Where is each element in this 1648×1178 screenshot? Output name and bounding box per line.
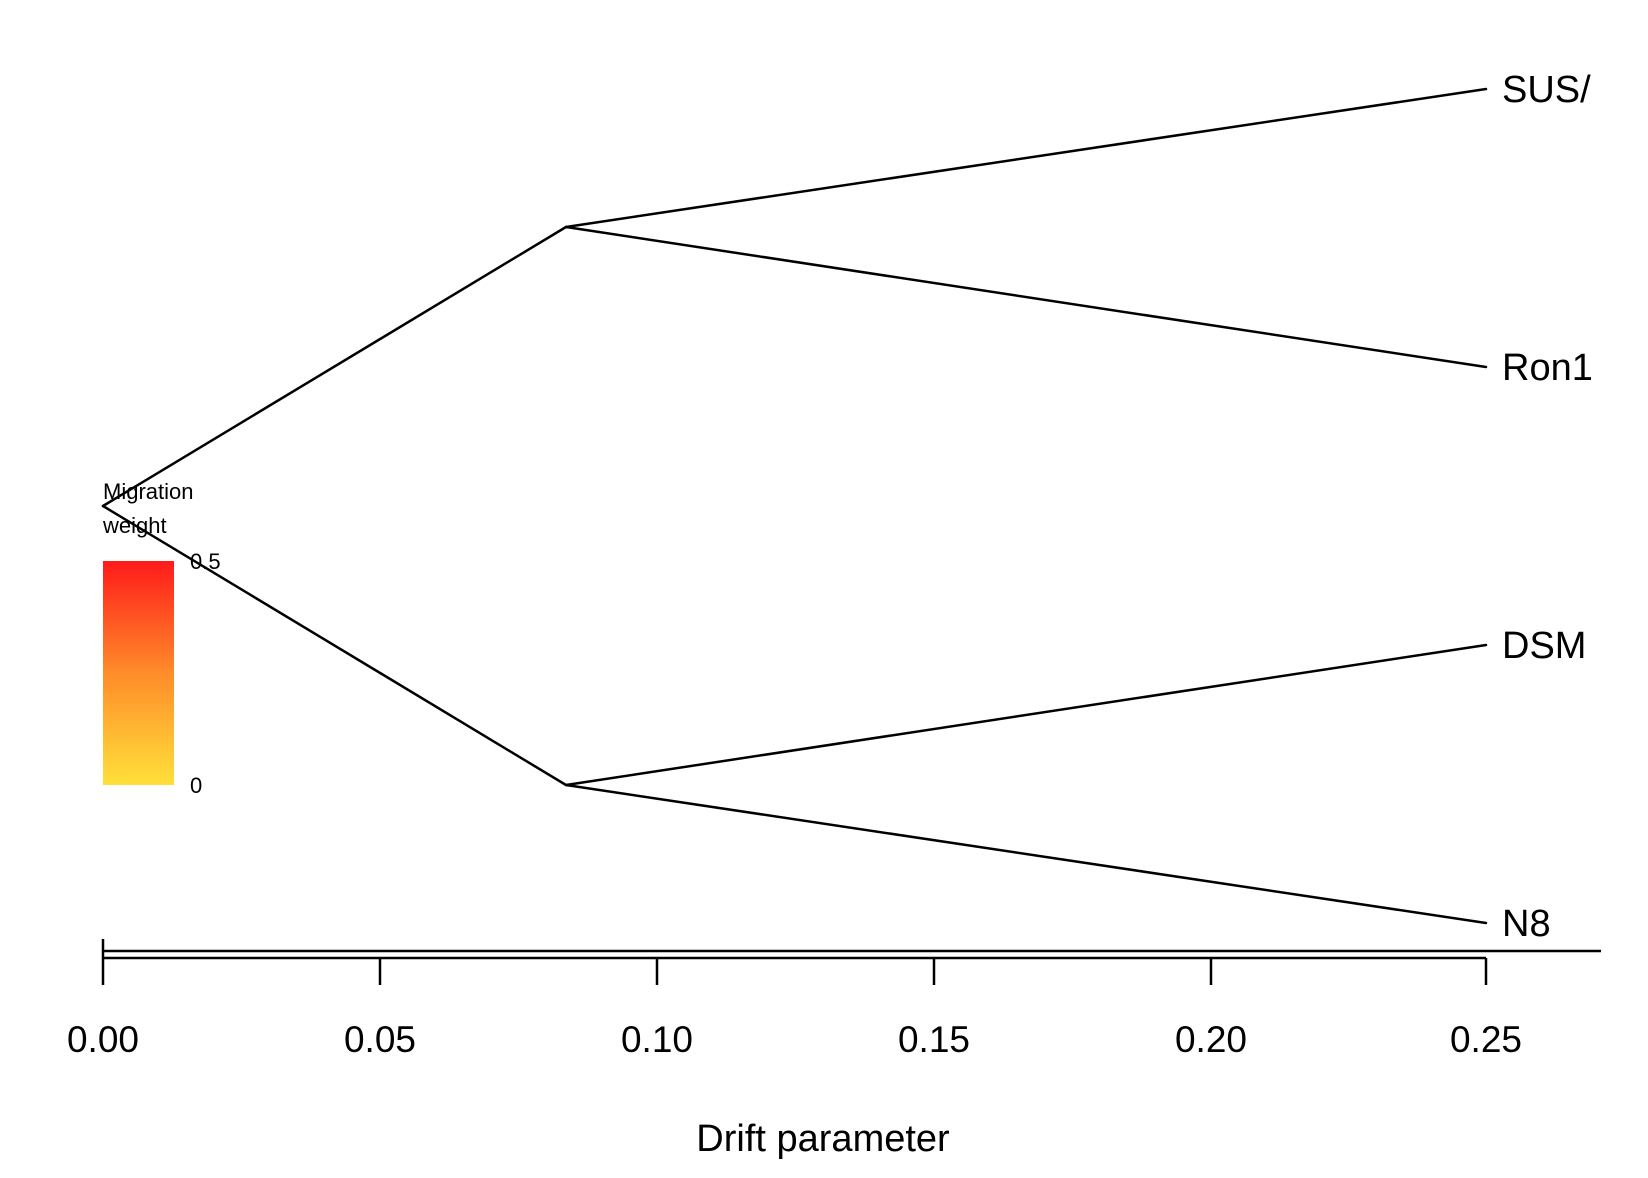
tip-label-dsm: DSM xyxy=(1502,625,1586,667)
tick-label-4: 0.20 xyxy=(1175,1019,1247,1060)
tip-label-ron1: Ron1 xyxy=(1502,347,1593,389)
x-axis-title: Drift parameter xyxy=(696,1118,950,1160)
legend-title-line1: Migration xyxy=(103,479,193,504)
tip-label-n8: N8 xyxy=(1502,903,1551,945)
tick-label-1: 0.05 xyxy=(344,1019,416,1060)
tick-label-5: 0.25 xyxy=(1450,1019,1522,1060)
branch-to-ron1 xyxy=(564,225,1488,369)
branch-to-susa xyxy=(564,87,1488,229)
tree-branches xyxy=(101,87,1488,925)
branch-root-to-upper-node xyxy=(101,225,568,508)
tick-label-3: 0.15 xyxy=(898,1019,970,1060)
legend-min-label: 0 xyxy=(190,773,202,798)
legend-max-label: 0.5 xyxy=(190,549,221,574)
tick-label-0: 0.00 xyxy=(67,1019,139,1060)
legend-color-bar xyxy=(103,561,174,785)
tick-label-2: 0.10 xyxy=(621,1019,693,1060)
tip-label-susa: SUS/ xyxy=(1502,69,1591,111)
branch-to-dsm xyxy=(564,643,1488,787)
branch-to-n8 xyxy=(564,783,1488,925)
migration-legend: Migration weight 0.5 0 xyxy=(102,479,221,798)
legend-title-line2: weight xyxy=(102,513,167,538)
branch-root-to-lower-node xyxy=(101,504,568,787)
x-axis xyxy=(101,939,1601,985)
x-axis-tick-labels: 0.00 0.05 0.10 0.15 0.20 0.25 xyxy=(67,1019,1522,1060)
